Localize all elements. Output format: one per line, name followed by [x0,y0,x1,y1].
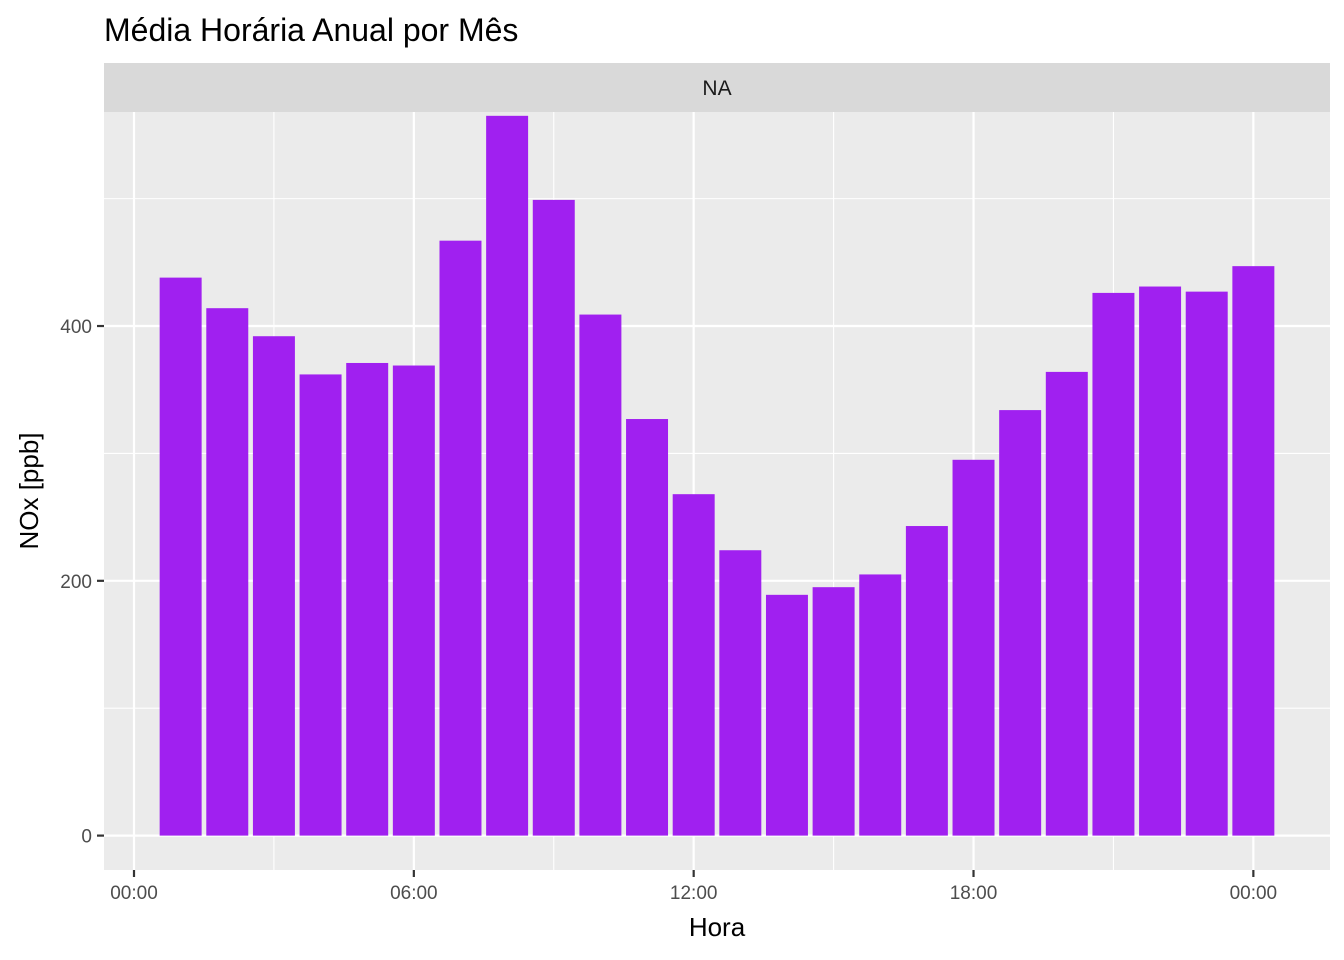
bar-1800 [952,459,995,836]
x-tick-label: 06:00 [390,883,438,904]
bar-0100 [159,277,202,836]
bar-1900 [999,410,1042,836]
bar-0300 [252,336,295,836]
facet-strip [104,63,1330,112]
bar-2100 [1092,292,1135,836]
bar-0900 [532,199,575,836]
bar-0500 [346,362,389,836]
x-tick-label: 12:00 [670,883,718,904]
x-axis-title: Hora [689,912,746,942]
bar-0200 [206,308,249,836]
bar-1000 [579,314,622,836]
y-tick-label: 0 [81,827,92,848]
x-tick-label: 00:00 [1230,883,1278,904]
bars [159,115,1275,836]
bar-1100 [626,419,669,836]
bar-0400 [299,374,342,836]
x-axis: 00:00 06:00 12:00 18:00 00:00 [110,870,1277,904]
bar-1200 [672,494,715,836]
bar-0600 [392,365,435,836]
y-axis: 0 200 400 [60,317,104,848]
bar-0700 [439,240,482,836]
bar-2000 [1045,371,1088,836]
bar-1700 [905,526,948,836]
y-tick-label: 400 [60,317,92,338]
bar-2200 [1139,286,1182,836]
facet-label: NA [702,77,731,100]
bar-0000 [1232,266,1275,836]
chart-title: Média Horária Anual por Mês [104,12,518,48]
bar-2300 [1185,291,1228,836]
y-tick-label: 200 [60,572,92,593]
bar-1500 [812,587,855,836]
bar-1300 [719,550,762,836]
x-tick-label: 18:00 [950,883,998,904]
bar-1400 [765,594,808,836]
bar-0800 [486,115,529,836]
bar-1600 [859,574,902,836]
y-axis-title: NOx [ppb] [14,432,44,549]
x-tick-label: 00:00 [110,883,158,904]
